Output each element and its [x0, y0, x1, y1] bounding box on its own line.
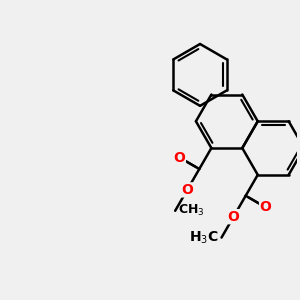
Text: CH$_3$: CH$_3$ [178, 203, 204, 218]
Text: O: O [181, 183, 193, 197]
Text: H$_3$C: H$_3$C [190, 230, 219, 246]
Text: O: O [173, 151, 185, 164]
Text: O: O [228, 210, 239, 224]
Text: O: O [260, 200, 272, 214]
